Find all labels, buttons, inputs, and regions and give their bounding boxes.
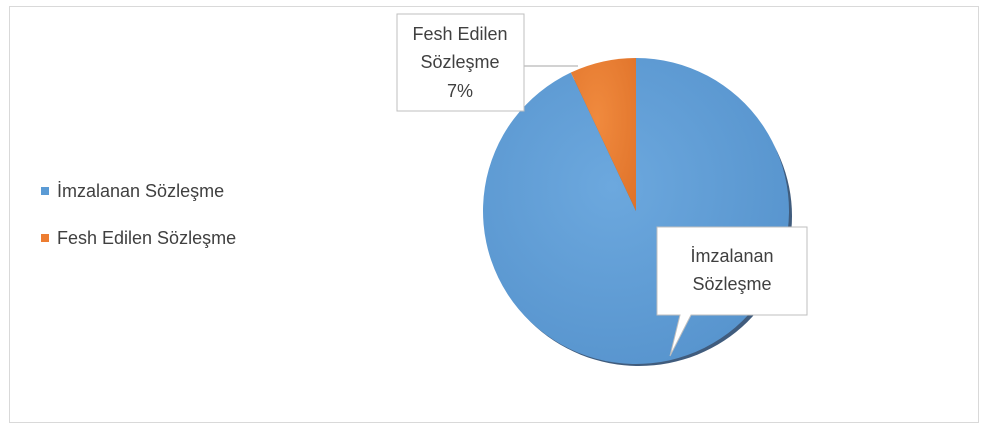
- legend: İmzalanan Sözleşme Fesh Edilen Sözleşme: [41, 181, 236, 248]
- data-label-imzalanan-line2: Sözleşme: [692, 274, 771, 294]
- data-label-fesh: Fesh Edilen Sözleşme 7%: [396, 13, 578, 112]
- legend-item-fesh: Fesh Edilen Sözleşme: [41, 228, 236, 248]
- data-label-imzalanan: İmzalanan Sözleşme: [656, 226, 808, 357]
- legend-swatch-imzalanan: [41, 187, 49, 195]
- legend-swatch-fesh: [41, 234, 49, 242]
- legend-label-fesh: Fesh Edilen Sözleşme: [57, 228, 236, 248]
- data-label-fesh-box: [396, 13, 525, 112]
- legend-label-imzalanan: İmzalanan Sözleşme: [57, 181, 224, 201]
- pie: [483, 58, 792, 366]
- pie-slice-fesh: [570, 58, 636, 211]
- data-label-imzalanan-line1: İmzalanan: [690, 246, 773, 266]
- data-label-fesh-line1: Fesh Edilen: [412, 24, 507, 44]
- pie-slice-imzalanan: [483, 58, 790, 364]
- data-label-fesh-line2: Sözleşme: [420, 52, 499, 72]
- data-label-fesh-value: 7%: [447, 81, 473, 101]
- legend-item-imzalanan: İmzalanan Sözleşme: [41, 181, 224, 201]
- data-label-imzalanan-bubble: [656, 226, 808, 357]
